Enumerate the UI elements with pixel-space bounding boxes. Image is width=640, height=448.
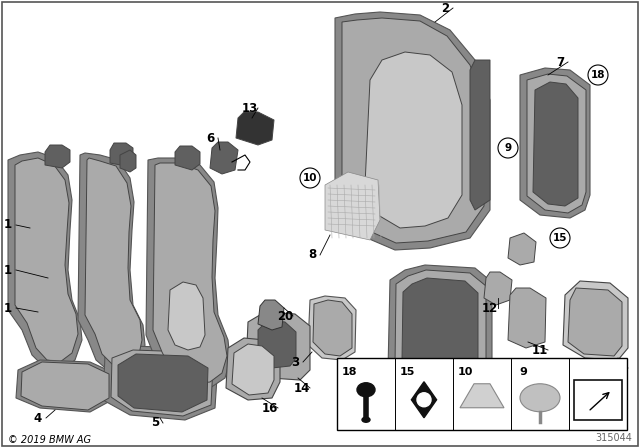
Circle shape [417,393,431,407]
Text: 10: 10 [303,173,317,183]
Polygon shape [258,300,284,330]
Text: 3: 3 [291,356,299,369]
Polygon shape [236,112,274,145]
Polygon shape [342,18,484,243]
Polygon shape [232,344,274,395]
Text: 1: 1 [4,263,12,276]
Polygon shape [365,52,462,228]
Polygon shape [8,152,82,370]
Text: 13: 13 [242,102,258,115]
Polygon shape [110,143,133,166]
Circle shape [498,138,518,158]
Text: 16: 16 [262,401,278,414]
Polygon shape [120,150,136,172]
Text: 8: 8 [308,249,316,262]
Ellipse shape [520,384,560,412]
Polygon shape [412,382,436,418]
Polygon shape [388,265,492,390]
Text: 11: 11 [532,344,548,357]
Polygon shape [402,278,478,377]
Ellipse shape [357,383,375,397]
Polygon shape [103,346,218,420]
Circle shape [300,168,320,188]
Text: 1: 1 [4,302,12,314]
Text: © 2019 BMW AG: © 2019 BMW AG [8,435,91,445]
Polygon shape [85,158,142,368]
Text: 315044: 315044 [595,433,632,443]
Text: 9: 9 [519,367,527,377]
Circle shape [550,228,570,248]
Polygon shape [335,12,490,250]
Polygon shape [111,350,213,416]
Text: 12: 12 [482,302,498,314]
Text: 2: 2 [441,1,449,14]
Polygon shape [533,82,578,206]
Bar [337,358,627,430]
Polygon shape [210,142,238,174]
Polygon shape [470,60,490,210]
Polygon shape [16,360,112,412]
Polygon shape [508,288,546,348]
Polygon shape [15,158,78,362]
Text: 6: 6 [206,132,214,145]
Text: 19: 19 [612,362,628,375]
Polygon shape [308,296,356,360]
Bar [574,380,622,420]
Text: 1: 1 [4,219,12,232]
Text: 17: 17 [437,393,453,406]
Text: 7: 7 [556,56,564,69]
Text: 9: 9 [504,143,511,153]
Ellipse shape [362,417,370,422]
Text: 14: 14 [294,382,310,395]
Polygon shape [395,270,486,384]
Polygon shape [563,281,628,360]
Polygon shape [246,312,310,380]
Polygon shape [313,300,352,356]
Polygon shape [568,288,622,356]
Polygon shape [460,384,504,408]
Polygon shape [175,146,200,170]
Polygon shape [168,282,205,350]
Polygon shape [520,68,590,218]
Polygon shape [527,74,586,213]
Text: 10: 10 [458,367,473,377]
Polygon shape [325,172,380,240]
Polygon shape [484,272,512,305]
Text: 15: 15 [399,367,415,377]
Text: 4: 4 [34,412,42,425]
Polygon shape [118,354,208,412]
Polygon shape [153,163,227,384]
Text: 5: 5 [151,417,159,430]
Text: 18: 18 [591,70,605,80]
Polygon shape [21,362,109,410]
Polygon shape [146,158,230,390]
Polygon shape [226,338,280,400]
Text: 18: 18 [341,367,356,377]
Polygon shape [45,145,70,168]
Text: 20: 20 [277,310,293,323]
Polygon shape [508,233,536,265]
Polygon shape [78,153,145,375]
Text: 15: 15 [553,233,567,243]
Circle shape [588,65,608,85]
Polygon shape [258,320,296,368]
